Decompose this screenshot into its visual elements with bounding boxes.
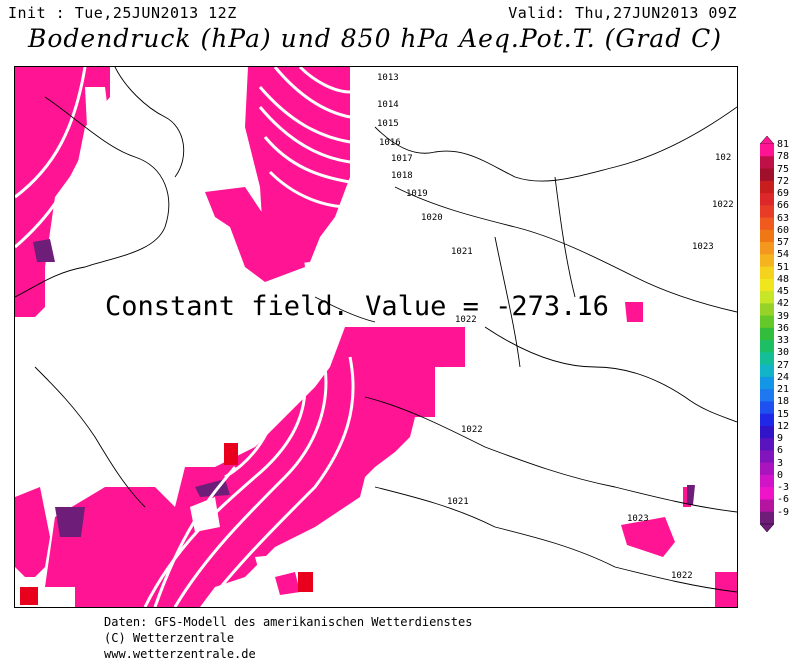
legend-tick-label: 24 (777, 371, 790, 383)
legend-swatch (760, 401, 774, 415)
legend-swatch (760, 376, 774, 390)
legend-tick-label: -9 (777, 506, 790, 518)
footer-copyright: (C) Wetterzentrale (104, 631, 235, 645)
legend-tick-label: 27 (777, 359, 790, 371)
footer: Daten: GFS-Modell des amerikanischen Wet… (104, 614, 472, 662)
legend-swatch (760, 266, 774, 280)
legend-tick-label: 42 (777, 298, 790, 310)
legend-tick-label: 45 (777, 286, 790, 298)
isobar-label: 102 (715, 153, 732, 163)
legend-swatch (760, 315, 774, 329)
init-time: Init : Tue,25JUN2013 12Z (8, 4, 237, 22)
chart-title: Bodendruck (hPa) und 850 hPa Aeq.Pot.T. … (27, 24, 723, 53)
isobar-label: 1022 (461, 425, 483, 435)
legend-tick-label: 48 (777, 273, 790, 285)
legend-tick-label: 36 (777, 322, 790, 334)
isobar-label: 1020 (421, 213, 443, 223)
legend-swatch (760, 438, 774, 451)
theta-e-field (15, 67, 737, 607)
legend-tick-label: 15 (777, 408, 790, 420)
field-holes (85, 87, 375, 575)
legend-tick-label: 6 (777, 445, 784, 457)
isobar-label: 1023 (627, 514, 649, 524)
legend-swatch (760, 168, 774, 182)
legend-swatch (760, 193, 774, 206)
legend-swatch (760, 144, 774, 157)
map-canvas (15, 67, 737, 607)
legend-tick-label: 12 (777, 420, 790, 432)
legend-swatch (760, 352, 774, 366)
legend-tick-label: 30 (777, 347, 790, 359)
isobar-label: 1021 (451, 247, 473, 257)
legend-colorbar (759, 135, 775, 533)
legend-swatch (760, 487, 774, 500)
legend-swatch (760, 205, 774, 219)
legend-tick-label: 33 (777, 335, 790, 347)
legend-swatch (760, 511, 774, 525)
legend-tick-label: 66 (777, 200, 790, 212)
isobar-label: 1018 (391, 171, 413, 181)
legend-tick-label: 60 (777, 224, 790, 236)
legend-swatch (760, 450, 774, 464)
legend-swatch (760, 474, 774, 488)
legend-tick-label: 9 (777, 433, 784, 445)
borders (15, 67, 737, 593)
constant-field-notice: Constant field. Value = -273.16 (105, 291, 609, 322)
legend-tick-label: 72 (777, 175, 790, 187)
legend-tick-label: 54 (777, 249, 790, 261)
legend-tick-label: -6 (777, 494, 790, 506)
legend-tick-label: 18 (777, 396, 790, 408)
legend-arrow-top (759, 135, 775, 145)
isobar-label: 1014 (377, 100, 399, 110)
legend-swatch (760, 389, 774, 402)
legend-tick-label: -3 (777, 482, 790, 494)
isobar-label: 1022 (455, 315, 477, 325)
legend-tick-label: 39 (777, 310, 790, 322)
legend-tick-label: 75 (777, 163, 790, 175)
legend-tick-label: 3 (777, 457, 784, 469)
legend-swatch (760, 254, 774, 268)
legend-swatch (760, 364, 774, 378)
isobar-label: 1016 (379, 138, 401, 148)
footer-source: Daten: GFS-Modell des amerikanischen Wet… (104, 615, 473, 629)
legend-swatch (760, 217, 774, 231)
isobar-label: 1022 (712, 200, 734, 210)
legend-swatch (760, 425, 774, 439)
legend-swatch (760, 340, 774, 353)
legend-swatch (760, 499, 774, 513)
legend-swatch (760, 462, 774, 476)
footer-website: www.wetterzentrale.de (104, 647, 256, 661)
legend-tick-label: 21 (777, 384, 790, 396)
legend-tick-label: 63 (777, 212, 790, 224)
legend-tick-label: 51 (777, 261, 790, 273)
purple-zones (33, 239, 695, 537)
isobar-label: 1017 (391, 154, 413, 164)
legend-swatch (760, 156, 774, 170)
legend-tick-label: 81 (777, 139, 790, 150)
legend-arrow-bottom (759, 523, 775, 533)
legend-swatch (760, 242, 774, 255)
isobar-label: 1019 (406, 189, 428, 199)
isobar-label: 1023 (692, 242, 714, 252)
legend-swatch (760, 278, 774, 292)
isobar-label: 1022 (671, 571, 693, 581)
red-patches (20, 443, 313, 605)
isobar-label: 1021 (447, 497, 469, 507)
legend-swatch (760, 413, 774, 427)
valid-time: Valid: Thu,27JUN2013 09Z (508, 4, 737, 22)
legend-swatch (760, 180, 774, 194)
legend-swatch (760, 291, 774, 304)
legend-tick-label: 78 (777, 151, 790, 163)
isobar-lines-white (15, 67, 355, 607)
isobar-label: 1015 (377, 119, 399, 129)
legend-swatch (760, 303, 774, 317)
legend-swatch (760, 229, 774, 243)
weather-map: 1013 1014 1015 1016 1017 1018 1019 1020 … (14, 66, 738, 608)
legend-tick-label: 0 (777, 469, 784, 481)
legend-tick-label: 69 (777, 188, 790, 200)
legend-tick-label: 57 (777, 237, 790, 249)
isobar-label: 1013 (377, 73, 399, 83)
legend-swatch (760, 327, 774, 341)
color-legend: 81 78 75 72 69 66 63 60 57 54 51 48 45 42 39 36 33 30 27 24… (759, 135, 800, 533)
